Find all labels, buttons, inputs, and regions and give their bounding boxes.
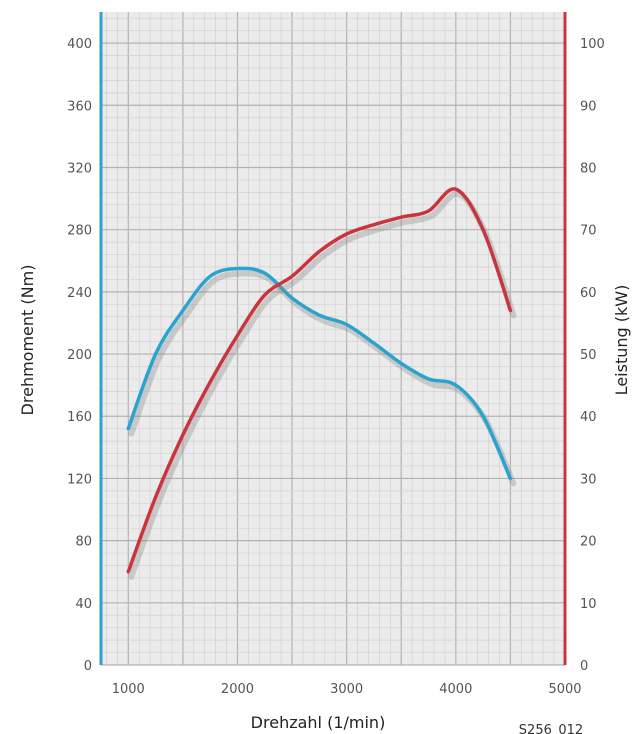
x-tick-label: 3000 bbox=[330, 682, 363, 697]
y-tick-label-right: 20 bbox=[580, 535, 597, 550]
reference-code: S256_012 bbox=[519, 723, 583, 734]
y-tick-label-right: 70 bbox=[580, 224, 597, 239]
y-tick-label-right: 50 bbox=[580, 348, 597, 363]
torque-curve-shadow bbox=[128, 270, 517, 487]
y-tick-label-left: 40 bbox=[75, 597, 92, 612]
x-axis-title: Drehzahl (1/min) bbox=[251, 713, 386, 732]
power-curve bbox=[126, 187, 513, 574]
y-tick-label-left: 0 bbox=[84, 659, 92, 674]
y-tick-label-right: 100 bbox=[580, 37, 605, 52]
y-axis-left-title: Drehmoment (Nm) bbox=[18, 265, 37, 416]
x-tick-label: 1000 bbox=[112, 682, 145, 697]
y-tick-label-left: 360 bbox=[67, 99, 92, 114]
y-tick-label-left: 200 bbox=[67, 348, 92, 363]
y-tick-label-left: 160 bbox=[67, 410, 92, 425]
grid bbox=[101, 12, 565, 666]
y-tick-label-right: 0 bbox=[580, 659, 588, 674]
tick-labels: 1000 2000 3000 4000 500004080120160200240280… bbox=[67, 37, 605, 697]
series-layer bbox=[126, 187, 517, 580]
y-tick-label-right: 40 bbox=[580, 410, 597, 425]
y-tick-label-left: 280 bbox=[67, 224, 92, 239]
x-tick-label: 4000 bbox=[439, 682, 472, 697]
y-tick-label-left: 120 bbox=[67, 472, 92, 487]
y-tick-label-right: 30 bbox=[580, 472, 597, 487]
x-tick-label: 2000 bbox=[221, 682, 254, 697]
y-tick-label-left: 320 bbox=[67, 161, 92, 176]
torque-curve bbox=[126, 266, 513, 481]
y-tick-label-left: 400 bbox=[67, 37, 92, 52]
y-tick-label-right: 10 bbox=[580, 597, 597, 612]
y-tick-label-left: 240 bbox=[67, 286, 92, 301]
power-curve-shadow bbox=[128, 191, 517, 580]
y-axis-right-title: Leistung (kW) bbox=[612, 285, 631, 396]
x-tick-label: 5000 bbox=[548, 682, 581, 697]
y-tick-label-right: 60 bbox=[580, 286, 597, 301]
y-tick-label-right: 90 bbox=[580, 99, 597, 114]
y-tick-label-left: 80 bbox=[75, 535, 92, 550]
plot-area bbox=[101, 12, 565, 665]
y-tick-label-right: 80 bbox=[580, 161, 597, 176]
